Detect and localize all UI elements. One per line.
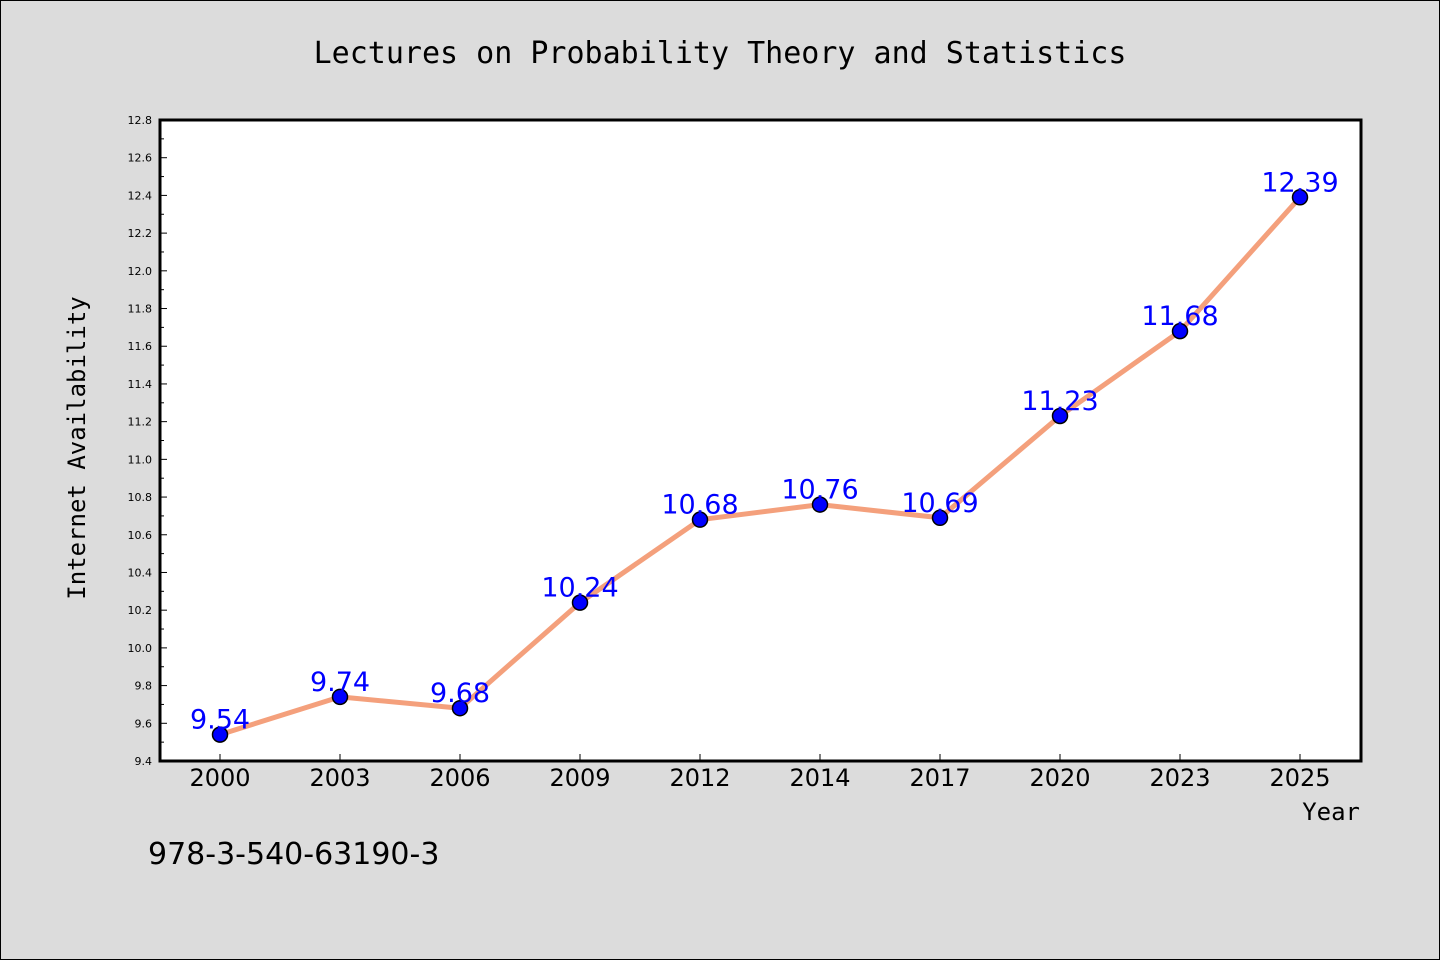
data-label-3: 10.24	[541, 573, 618, 604]
data-point-4	[691, 511, 709, 528]
y-tick-label-17: 12.8	[128, 114, 153, 127]
y-axis-label: Internet Availability	[63, 296, 91, 599]
chart-title: Lectures on Probability Theory and Stati…	[314, 36, 1127, 71]
x-tick-label-5: 2014	[789, 764, 850, 792]
data-point-8	[1171, 322, 1189, 340]
y-tick-label-7: 10.8	[128, 491, 153, 504]
y-tick-label-1: 9.6	[135, 717, 153, 730]
data-label-4: 10.68	[661, 490, 738, 521]
data-label-6: 10.69	[901, 488, 978, 519]
x-tick-label-1: 2003	[309, 764, 370, 792]
y-tick-label-0: 9.4	[135, 755, 153, 768]
x-tick-label-4: 2012	[669, 764, 730, 792]
y-tick-label-5: 10.4	[128, 566, 153, 579]
data-point-0	[211, 726, 229, 743]
x-tick-label-7: 2020	[1029, 764, 1090, 792]
y-tick-label-10: 11.4	[128, 378, 153, 391]
data-label-8: 11.68	[1141, 301, 1218, 332]
y-tick-label-2: 9.8	[135, 680, 153, 693]
x-axis: 2000 2003 2006 2009 2012 2014 2017 2020 2023 2025	[189, 754, 1331, 792]
x-tick-label-3: 2009	[549, 764, 610, 792]
data-point-5	[811, 496, 829, 513]
x-tick-label-6: 2017	[909, 764, 970, 792]
x-tick-label-9: 2025	[1269, 764, 1330, 792]
x-tick-label-2: 2006	[429, 764, 490, 792]
series-layer: 9.54 9.74 9.68 10.24 10.68 10.76 10.69 11.23 11.…	[190, 167, 1339, 743]
data-point-6	[931, 509, 949, 527]
x-axis-label: Year	[1302, 798, 1360, 826]
y-tick-label-11: 11.6	[128, 340, 153, 353]
y-tick-label-8: 11.0	[128, 453, 153, 466]
data-point-3	[571, 594, 589, 611]
y-tick-label-9: 11.2	[128, 416, 153, 429]
y-tick-label-15: 12.4	[128, 189, 153, 202]
data-label-9: 12.39	[1261, 167, 1338, 198]
y-tick-label-16: 12.6	[128, 152, 153, 165]
data-label-5: 10.76	[781, 475, 858, 506]
y-tick-label-14: 12.2	[128, 227, 153, 240]
x-tick-label-0: 2000	[189, 764, 250, 792]
data-label-0: 9.54	[190, 705, 250, 736]
data-point-2	[451, 699, 469, 717]
data-point-1	[331, 688, 349, 706]
y-axis: 9.4 9.6 9.8 10.0 10.2 10.4 10.6 10.8 11.0 11.2 11.…	[128, 114, 167, 768]
y-tick-label-3: 10.0	[128, 642, 153, 655]
x-tick-label-8: 2023	[1149, 764, 1210, 792]
y-tick-label-12: 11.8	[128, 303, 153, 316]
plot-area	[158, 118, 1363, 763]
footer-isbn: 978-3-540-63190-3	[148, 837, 439, 872]
y-tick-label-4: 10.2	[128, 604, 153, 617]
y-tick-label-6: 10.6	[128, 529, 153, 542]
y-tick-label-13: 12.0	[128, 265, 153, 278]
data-label-1: 9.74	[310, 667, 370, 698]
data-label-2: 9.68	[430, 678, 490, 709]
data-label-7: 11.23	[1021, 386, 1098, 417]
series-line	[217, 194, 1303, 738]
data-point-7	[1051, 407, 1069, 425]
data-point-9	[1291, 189, 1309, 206]
